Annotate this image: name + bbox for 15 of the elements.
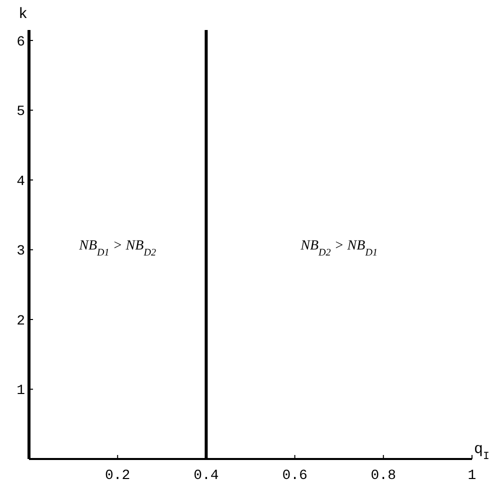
y-tick-label: 6 <box>16 34 25 50</box>
x-tick-label: 0.4 <box>194 468 219 484</box>
y-tick-label: 2 <box>16 313 25 330</box>
annotation: NB$_{D1}$ > NB$_{D2}$ <box>78 238 156 258</box>
y-tick-label: 3 <box>16 244 25 260</box>
x-tick-label: 0.8 <box>370 468 396 484</box>
x-axis-title: q$_{I}$ <box>474 441 490 463</box>
annotation: NB$_{D2}$ > NB$_{D1}$ <box>300 238 378 258</box>
y-tick-label: 1 <box>16 383 25 400</box>
x-tick-label: 0.6 <box>282 468 308 484</box>
x-tick-label: 0.2 <box>104 468 130 484</box>
y-axis-title: k <box>18 6 28 23</box>
y-tick-label: 4 <box>16 174 25 190</box>
y-tick-label: 5 <box>16 104 25 120</box>
x-tick-label: 1 <box>468 468 476 484</box>
